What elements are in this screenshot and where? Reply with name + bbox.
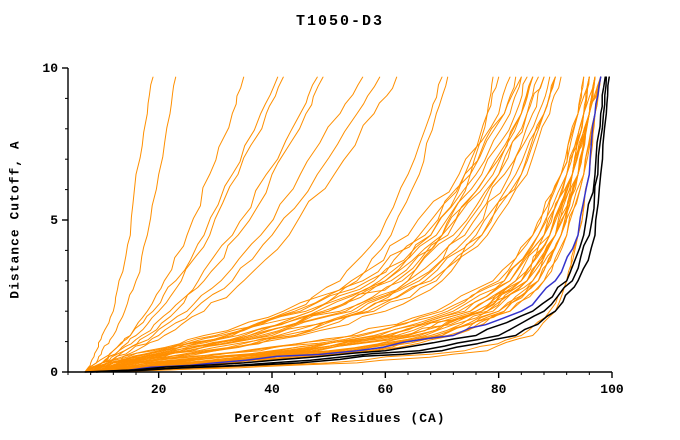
svg-text:40: 40 — [264, 382, 280, 397]
svg-text:100: 100 — [600, 382, 624, 397]
svg-text:80: 80 — [491, 382, 507, 397]
svg-text:60: 60 — [378, 382, 394, 397]
chart-title: T1050-D3 — [295, 13, 384, 30]
svg-text:0: 0 — [50, 365, 58, 380]
svg-text:10: 10 — [42, 61, 58, 76]
svg-text:20: 20 — [151, 382, 167, 397]
svg-text:5: 5 — [50, 213, 58, 228]
x-axis-label: Percent of Residues (CA) — [234, 411, 446, 426]
